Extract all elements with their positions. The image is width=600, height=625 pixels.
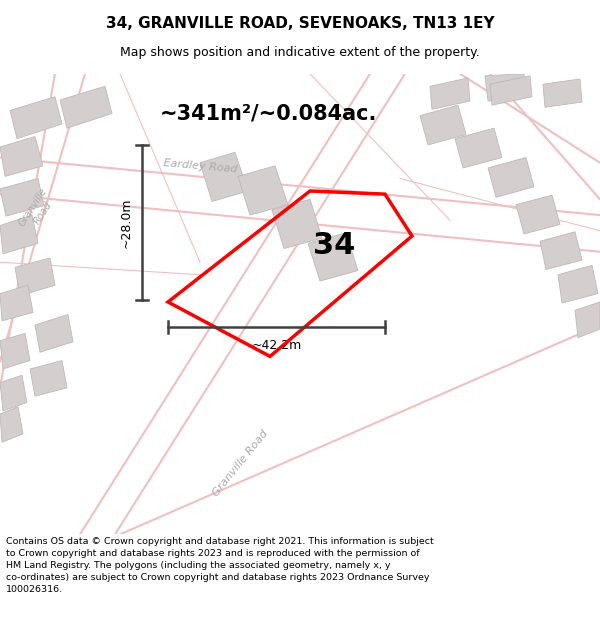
Polygon shape [485,74,526,101]
Polygon shape [516,195,560,234]
Polygon shape [0,333,30,369]
Polygon shape [200,152,248,201]
Polygon shape [0,215,38,254]
Text: Map shows position and indicative extent of the property.: Map shows position and indicative extent… [120,46,480,59]
Polygon shape [543,79,582,107]
Text: ~42.2m: ~42.2m [251,339,302,352]
Polygon shape [0,407,23,442]
Polygon shape [15,258,55,296]
Polygon shape [575,302,600,338]
Text: 34, GRANVILLE ROAD, SEVENOAKS, TN13 1EY: 34, GRANVILLE ROAD, SEVENOAKS, TN13 1EY [106,16,494,31]
Polygon shape [455,128,502,168]
Text: ~341m²/~0.084ac.: ~341m²/~0.084ac. [160,104,377,124]
Polygon shape [0,179,44,216]
Polygon shape [0,136,43,176]
Polygon shape [308,233,358,281]
Polygon shape [490,76,532,105]
Polygon shape [238,166,288,215]
Polygon shape [60,86,112,128]
Polygon shape [35,314,73,352]
Text: Contains OS data © Crown copyright and database right 2021. This information is : Contains OS data © Crown copyright and d… [6,538,434,594]
Polygon shape [430,78,470,109]
Text: 34: 34 [313,231,355,260]
Polygon shape [488,158,534,198]
Text: ~28.0m: ~28.0m [119,197,133,248]
Polygon shape [540,232,582,269]
Polygon shape [420,105,466,145]
Polygon shape [30,361,67,396]
Text: Granville Road: Granville Road [211,428,269,498]
Polygon shape [0,285,33,321]
Polygon shape [0,375,27,411]
Text: Granville
Road: Granville Road [17,186,59,234]
Polygon shape [272,199,322,249]
Text: Eardley Road: Eardley Road [163,158,238,174]
Polygon shape [558,266,598,303]
Polygon shape [10,97,62,139]
